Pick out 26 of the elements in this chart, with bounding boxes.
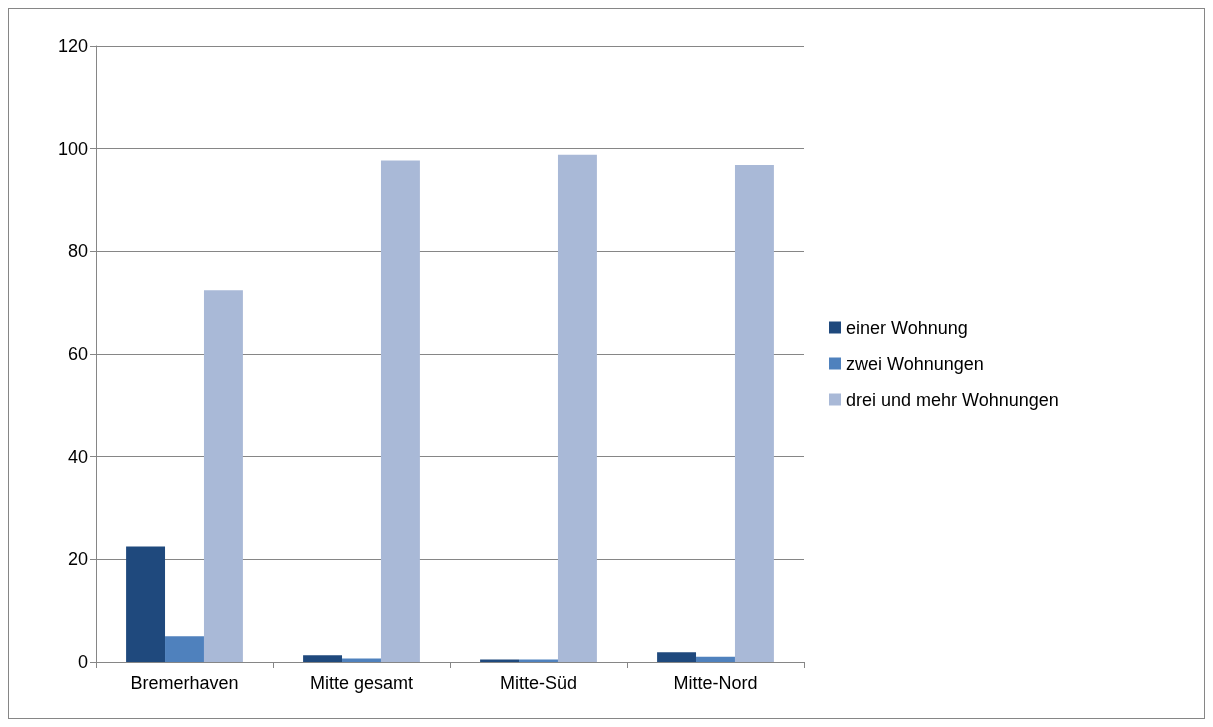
bar: [519, 659, 558, 662]
x-tick-label: Mitte gesamt: [309, 673, 414, 693]
x-tick-label: Mitte-Süd: [499, 673, 578, 693]
y-tick-label: 40: [67, 446, 88, 467]
x-tick-label: Mitte-Nord: [673, 673, 758, 693]
bar: [480, 659, 520, 662]
y-tick-label: 20: [67, 549, 88, 570]
bar: [734, 165, 774, 662]
y-tick-label: 100: [57, 138, 88, 159]
bar: [696, 656, 735, 662]
bar: [380, 160, 420, 662]
bar: [126, 546, 166, 662]
bar: [303, 655, 343, 662]
y-tick-label: 80: [67, 241, 88, 262]
bar: [203, 290, 243, 662]
bar: [165, 636, 204, 662]
y-tick-label: 120: [57, 36, 88, 56]
legend-label: zwei Wohnungen: [846, 353, 984, 374]
legend-label: einer Wohnung: [846, 317, 968, 338]
y-tick-label: 60: [67, 344, 88, 364]
y-tick-label: 0: [77, 652, 88, 672]
bar: [342, 658, 381, 662]
bar: [557, 154, 597, 662]
x-tick-label: Bremerhaven: [130, 673, 239, 693]
legend-label: drei und mehr Wohnungen: [846, 389, 1059, 410]
bar: [657, 652, 697, 662]
